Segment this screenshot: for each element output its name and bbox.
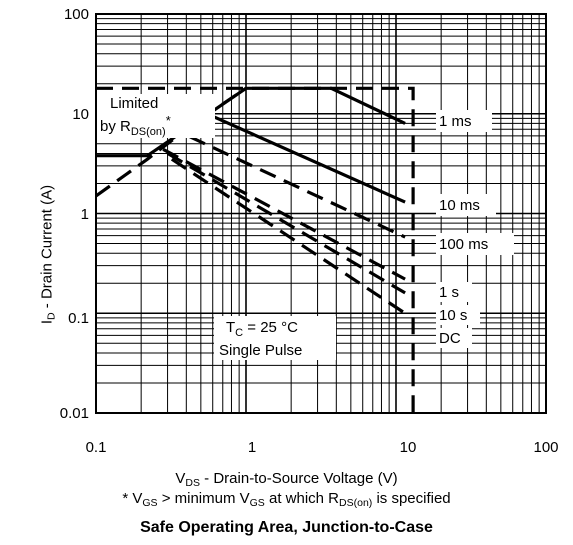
series-label-10ms: 10 ms xyxy=(439,197,480,214)
series-line-boundary xyxy=(96,86,415,413)
label-bg-1ms xyxy=(436,110,492,132)
series-layer xyxy=(95,86,415,413)
series-line-10-ms xyxy=(206,112,406,204)
label-bg-10ms xyxy=(436,194,496,216)
series-line-1-s xyxy=(162,147,406,281)
tc-label-bg xyxy=(214,316,336,360)
series-line-dc xyxy=(170,157,406,315)
x-tick-label: 10 xyxy=(400,439,417,456)
y-tick-label: 0.1 xyxy=(68,310,89,327)
footnote: * VGS > minimum VGS at which RDS(on) is … xyxy=(122,490,451,509)
series-line-1-ms xyxy=(96,86,406,158)
plot-frame xyxy=(95,13,547,414)
series-label-1ms: 1 ms xyxy=(439,113,472,130)
x-tick-label: 1 xyxy=(248,439,256,456)
series-label-dc: DC xyxy=(439,330,461,347)
y-tick-label: 0.01 xyxy=(60,405,89,422)
single-pulse-label: Single Pulse xyxy=(219,342,302,359)
y-axis-title: ID - Drain Current (A) xyxy=(38,184,58,325)
label-bg-10s xyxy=(436,305,480,325)
x-tick-label: 100 xyxy=(533,439,558,456)
label-bg-1s xyxy=(436,282,472,302)
limited-label-line2: by RDS(on)* xyxy=(100,113,171,138)
series-line-100-ms xyxy=(188,135,406,239)
x-tick-label: 0.1 xyxy=(86,439,107,456)
series-label-10s: 10 s xyxy=(439,307,467,324)
series-line-10-s xyxy=(166,152,406,295)
y-tick-label: 10 xyxy=(72,106,89,123)
label-bg-dc xyxy=(436,328,472,348)
chart-title: Safe Operating Area, Junction-to-Case xyxy=(140,519,433,536)
limited-label-line1: Limited xyxy=(110,95,158,112)
tc-label: TC = 25 °C xyxy=(226,319,298,339)
label-bg-100ms xyxy=(436,233,514,255)
series-label-100ms: 100 ms xyxy=(439,236,488,253)
x-axis-title: VDS - Drain-to-Source Voltage (V) xyxy=(175,470,398,489)
limited-label-bg xyxy=(97,94,215,138)
y-tick-label: 1 xyxy=(81,206,89,223)
series-label-1s: 1 s xyxy=(439,284,459,301)
y-tick-label: 100 xyxy=(64,6,89,23)
